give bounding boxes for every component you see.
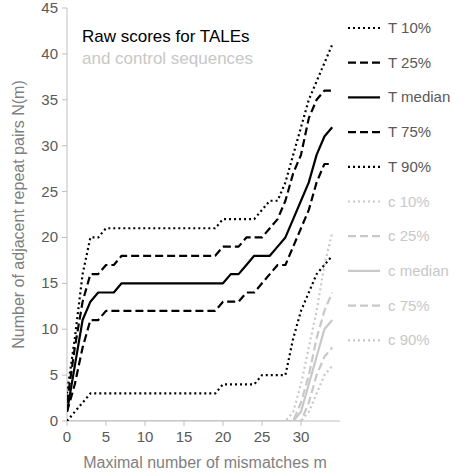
legend-label: c 25% xyxy=(388,227,430,244)
x-tick-label: 25 xyxy=(254,428,271,445)
x-tick-label: 10 xyxy=(137,428,154,445)
legend-swatch xyxy=(348,339,380,341)
x-tick xyxy=(106,421,107,426)
y-tick-label: 45 xyxy=(41,0,58,16)
y-tick-label: 0 xyxy=(50,412,58,429)
y-axis xyxy=(67,8,68,421)
y-tick xyxy=(62,421,67,422)
y-tick-label: 30 xyxy=(41,137,58,154)
y-tick xyxy=(62,145,67,146)
legend-swatch xyxy=(348,131,380,133)
series-line xyxy=(67,164,332,412)
x-tick-label: 20 xyxy=(215,428,232,445)
legend-label: c 75% xyxy=(388,297,430,314)
x-tick xyxy=(301,421,302,426)
legend-label: T 25% xyxy=(388,54,431,71)
legend-swatch xyxy=(348,62,380,64)
x-tick xyxy=(262,421,263,426)
x-tick-label: 0 xyxy=(63,428,71,445)
series-line xyxy=(67,127,332,412)
legend-swatch xyxy=(348,96,380,98)
y-tick-label: 35 xyxy=(41,91,58,108)
y-tick xyxy=(62,283,67,284)
y-axis-label: Number of adjacent repeat pairs N(m) xyxy=(10,80,27,349)
x-tick xyxy=(67,421,68,426)
legend-label: c median xyxy=(388,262,449,279)
series-line xyxy=(67,233,332,421)
legend-swatch xyxy=(348,166,380,168)
title: Raw scores for TALEs xyxy=(82,27,250,46)
legend-label: c 90% xyxy=(388,331,430,348)
y-tick-label: 25 xyxy=(41,183,58,200)
legend-swatch xyxy=(348,305,380,307)
legend-swatch xyxy=(348,200,380,202)
y-tick xyxy=(62,375,67,376)
y-tick xyxy=(62,237,67,238)
subtitle: and control sequences xyxy=(82,49,253,68)
y-tick-label: 10 xyxy=(41,320,58,337)
y-tick-label: 20 xyxy=(41,228,58,245)
legend-swatch xyxy=(348,270,380,272)
y-tick xyxy=(62,329,67,330)
y-tick-label: 5 xyxy=(50,366,58,383)
x-tick xyxy=(223,421,224,426)
series-line xyxy=(67,256,332,421)
y-tick-label: 15 xyxy=(41,274,58,291)
y-tick xyxy=(62,53,67,54)
series-line xyxy=(67,348,332,421)
x-tick-label: 5 xyxy=(102,428,110,445)
y-tick xyxy=(62,8,67,9)
y-tick-label: 40 xyxy=(41,45,58,62)
plot-lines xyxy=(67,45,332,421)
legend-label: T 10% xyxy=(388,19,431,36)
series-line xyxy=(67,91,332,403)
x-tick xyxy=(145,421,146,426)
x-tick-label: 15 xyxy=(176,428,193,445)
series-line xyxy=(67,320,332,421)
legend-label: T 90% xyxy=(388,158,431,175)
legend-swatch xyxy=(348,27,380,29)
x-axis-label: Maximal number of mismatches m xyxy=(83,454,327,471)
chart: 0 5 10 15 20 25 30 35 40 45 0 5 10 15 20 25 30 Maximal nu… xyxy=(0,0,474,476)
x-tick-label: 30 xyxy=(293,428,310,445)
legend-label: T 75% xyxy=(388,123,431,140)
y-tick xyxy=(62,191,67,192)
legend-label: c 10% xyxy=(388,193,430,210)
x-tick xyxy=(184,421,185,426)
y-tick xyxy=(62,99,67,100)
legend-label: T median xyxy=(388,88,450,105)
legend-swatch xyxy=(348,235,380,237)
